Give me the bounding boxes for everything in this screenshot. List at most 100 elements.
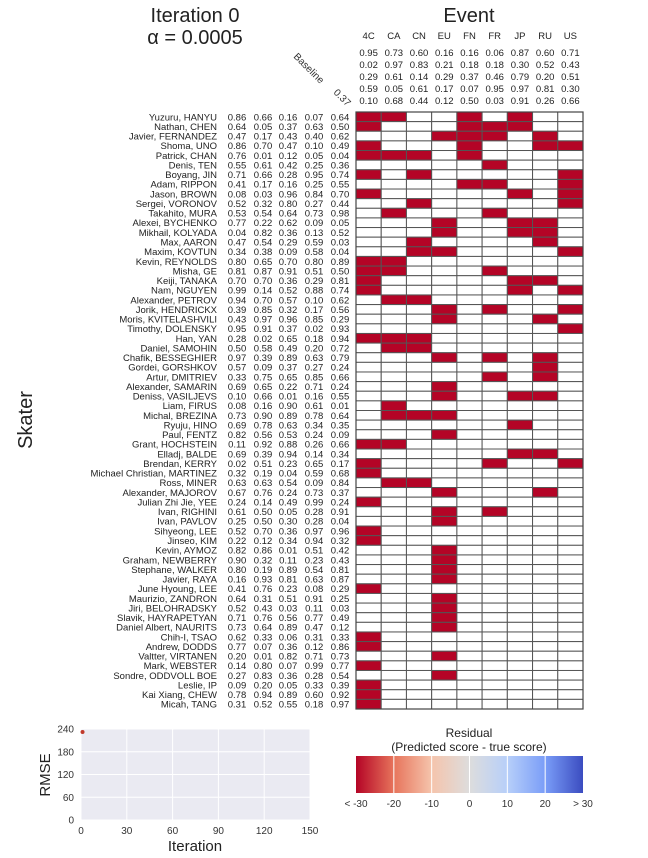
colorbar-tick-label: 0 xyxy=(467,799,473,810)
heatmap-cell xyxy=(557,602,584,614)
skater-factor-value: 0.81 xyxy=(228,266,247,277)
heatmap-cell xyxy=(506,111,534,123)
heatmap-cell xyxy=(506,515,534,527)
heatmap-cell xyxy=(506,275,534,286)
heatmap-cells xyxy=(355,111,584,710)
heatmap-cell xyxy=(380,641,407,652)
heatmap-cell xyxy=(355,227,382,238)
heatmap-cell xyxy=(557,573,584,585)
rmse-ylabel: RMSE xyxy=(37,753,54,796)
heatmap-cell xyxy=(380,159,407,171)
heatmap-cell xyxy=(405,419,433,431)
skater-factor-value: 0.71 xyxy=(228,613,247,624)
heatmap-cell xyxy=(431,448,458,460)
skater-axis-label: Skater xyxy=(15,391,37,449)
skater-factor-value: 0.51 xyxy=(305,266,324,277)
skater-factor-value: 0.94 xyxy=(228,295,247,306)
skater-factor-value: 0.78 xyxy=(254,420,273,431)
skater-factor-value: 0.85 xyxy=(305,372,324,383)
skater-factor-value: 0.70 xyxy=(331,189,350,200)
heatmap-cell xyxy=(380,631,407,643)
heatmap-cell xyxy=(557,140,584,152)
heatmap-cell xyxy=(380,236,407,248)
heatmap-cell xyxy=(557,294,584,306)
skater-factor-value: 0.14 xyxy=(254,286,273,297)
heatmap-cell xyxy=(532,178,559,190)
skater-factor-value: 0.73 xyxy=(331,652,350,663)
heatmap-cell xyxy=(532,371,559,383)
heatmap-cell xyxy=(532,583,559,594)
skater-factor-value: 0.57 xyxy=(279,295,298,306)
skater-name: Keiji, TANAKA xyxy=(157,276,218,287)
skater-factor-value: 0.62 xyxy=(279,218,298,229)
heatmap-cell xyxy=(355,564,382,575)
heatmap-cell xyxy=(355,544,382,556)
skater-factor-value: 0.63 xyxy=(305,353,324,364)
heatmap-cell xyxy=(532,458,559,469)
heatmap-cell xyxy=(532,313,559,325)
heatmap-cell xyxy=(380,246,407,257)
rmse-ticks: 0 30 60 90 120 150 0 60 120 180 240 xyxy=(57,725,318,838)
skater-factor-value: 0.66 xyxy=(331,372,350,383)
skater-name: Chih-I, TSAO xyxy=(161,632,217,643)
rmse-gridlines xyxy=(80,728,311,821)
heatmap-cell xyxy=(506,554,534,566)
skater-factor-value: 0.57 xyxy=(228,363,247,374)
heatmap-cell xyxy=(557,612,584,623)
heatmap-cell xyxy=(405,602,433,614)
skater-name: Gordei, GORSHKOV xyxy=(128,363,217,374)
heatmap-cell xyxy=(380,207,407,219)
event-factor-value: 0.20 xyxy=(536,72,555,83)
skater-name: Slavik, HAYRAPETYAN xyxy=(117,613,217,624)
heatmap-cell xyxy=(481,660,508,671)
heatmap-cell xyxy=(557,207,584,219)
event-header-fn: FN xyxy=(463,31,476,42)
skater-factor-value: 0.97 xyxy=(228,353,247,364)
skater-name: Daniel, SAMOHIN xyxy=(140,343,217,354)
heatmap-cell xyxy=(380,188,407,200)
heatmap-cell xyxy=(481,207,508,219)
heatmap-cell xyxy=(506,284,534,296)
skater-factor-value: 0.93 xyxy=(254,575,273,586)
skater-name: Alexander, SAMARIN xyxy=(126,382,217,393)
event-factor-value: 0.18 xyxy=(460,60,479,71)
skater-factor-value: 0.06 xyxy=(279,632,298,643)
heatmap-cell xyxy=(380,294,407,306)
skater-factor-value: 0.49 xyxy=(279,343,298,354)
heatmap-cell xyxy=(481,371,508,383)
heatmap-cell xyxy=(481,689,508,700)
skater-factor-value: 0.28 xyxy=(305,517,324,528)
skater-factor-value: 0.36 xyxy=(279,228,298,239)
skater-factor-value: 0.69 xyxy=(228,382,247,393)
skater-factor-value: 0.07 xyxy=(254,642,273,653)
skater-factor-value: 0.62 xyxy=(331,132,350,143)
skater-factor-value: 0.49 xyxy=(331,613,350,624)
colorbar-subtitle: (Predicted score - true score) xyxy=(391,740,546,754)
heatmap-cell xyxy=(456,544,483,556)
heatmap-cell xyxy=(456,410,483,421)
heatmap-cell xyxy=(431,188,458,200)
skater-factor-value: 0.36 xyxy=(279,276,298,287)
heatmap-cell xyxy=(557,650,584,662)
skater-factor-value: 0.50 xyxy=(254,517,273,528)
skater-factor-value: 0.76 xyxy=(228,151,247,162)
skater-factor-value: 0.76 xyxy=(254,488,273,499)
heatmap-cell xyxy=(405,217,433,229)
skater-factor-value: 0.12 xyxy=(305,642,324,653)
heatmap-cell xyxy=(557,130,584,142)
heatmap-cell xyxy=(532,506,559,517)
heatmap-cell xyxy=(355,573,382,585)
skater-factor-value: 0.94 xyxy=(254,690,273,701)
heatmap-cell xyxy=(506,381,534,392)
heatmap-cell xyxy=(557,304,584,315)
heatmap-cell xyxy=(506,121,534,132)
heatmap-cell xyxy=(355,246,382,257)
heatmap-cell xyxy=(431,159,458,171)
heatmap-cell xyxy=(355,294,382,306)
heatmap-cell xyxy=(481,178,508,190)
skater-factor-value: 0.97 xyxy=(254,315,273,326)
heatmap-cell xyxy=(380,111,407,123)
heatmap-cell xyxy=(481,679,508,691)
skater-factor-value: 0.99 xyxy=(305,497,324,508)
skater-factor-value: 0.70 xyxy=(254,276,273,287)
